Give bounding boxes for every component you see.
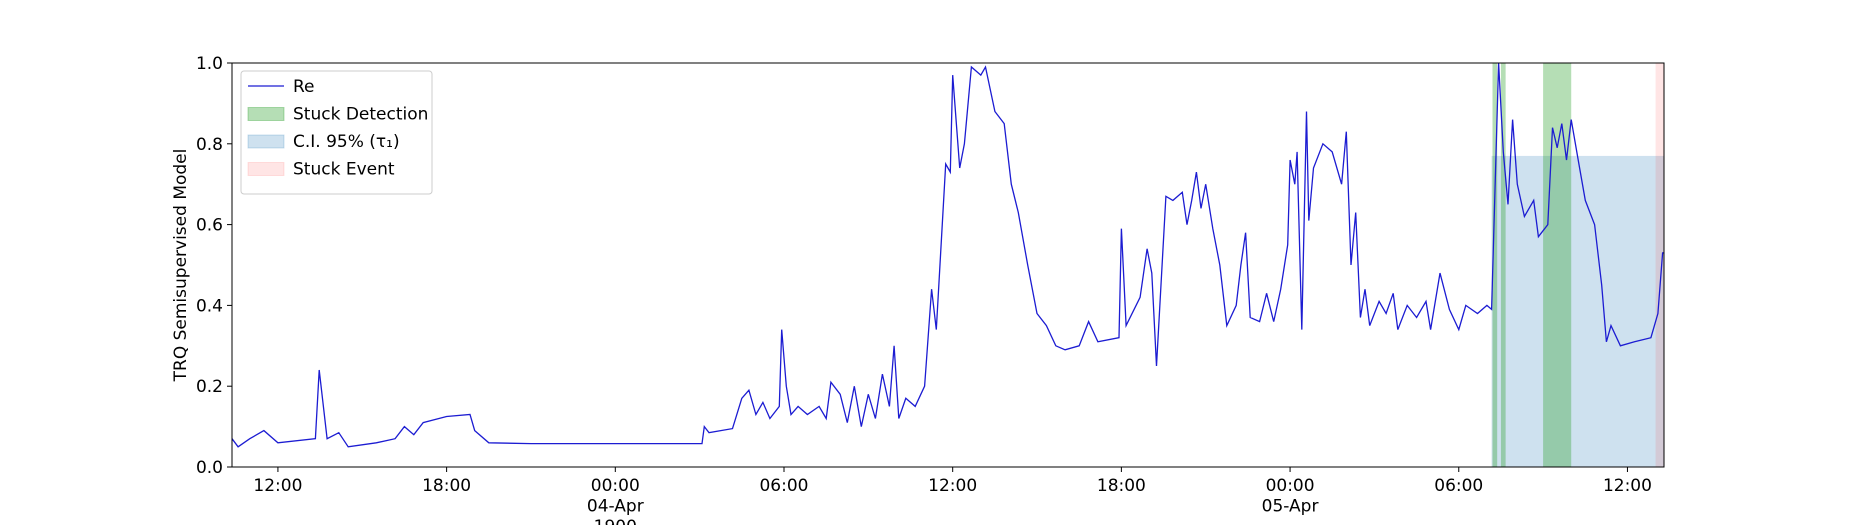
y-tick-label: 0.6 [196, 216, 223, 236]
y-tick-label: 0.2 [196, 377, 223, 397]
y-tick-label: 0.8 [196, 135, 223, 155]
y-tick-label: 0.4 [196, 296, 223, 316]
x-tick-label: 06:00 [1434, 476, 1483, 496]
x-tick-label: 12:00 [1603, 476, 1652, 496]
x-tick-label: 00:00 05-Apr [1262, 476, 1319, 516]
legend-swatch [247, 107, 285, 121]
legend-label: Stuck Detection [293, 105, 428, 125]
span [1655, 63, 1664, 467]
plot-frame [231, 62, 1665, 468]
span [1491, 155, 1664, 468]
y-tick-label: 1.0 [196, 54, 223, 74]
x-tick-label: 06:00 [759, 476, 808, 496]
span [1543, 63, 1572, 467]
x-tick-label: 18:00 [422, 476, 471, 496]
legend-label: Re [293, 77, 315, 97]
legend-swatch [247, 162, 285, 176]
x-tick-label: 18:00 [1097, 476, 1146, 496]
legend-box [240, 70, 433, 195]
legend-label: C.I. 95% (τ₁) [293, 132, 400, 152]
span [1500, 63, 1506, 467]
x-tick-label: 12:00 [928, 476, 977, 496]
x-tick-label: 12:00 [253, 476, 302, 496]
data-line [231, 62, 1664, 448]
y-tick-label: 0.0 [196, 458, 223, 478]
legend-label: Stuck Event [293, 160, 395, 180]
y-axis-label: TRQ Semisupervised Model [171, 149, 191, 383]
span [1492, 63, 1498, 467]
legend-swatch [247, 134, 285, 149]
